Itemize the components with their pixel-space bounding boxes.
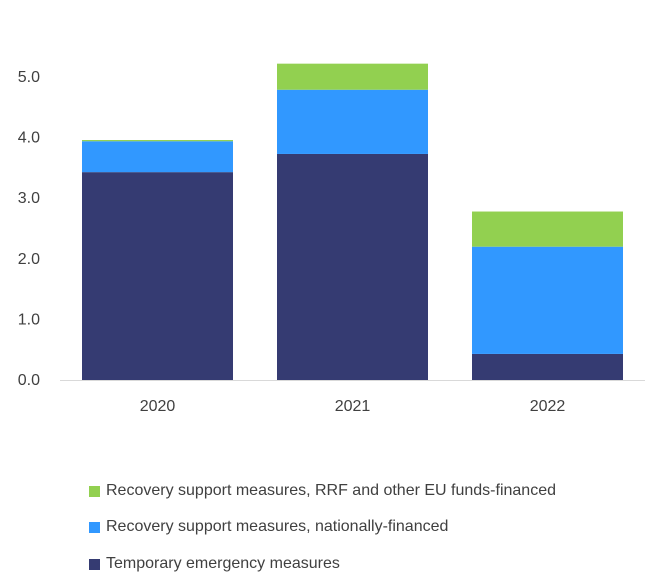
y-tick-label: 3.0: [18, 190, 40, 207]
bar-segment: [472, 211, 623, 247]
bar-segment: [472, 353, 623, 380]
y-tick-label: 5.0: [18, 69, 40, 86]
legend-item-rrf: Recovery support measures, RRF and other…: [89, 482, 556, 500]
bar-segment: [82, 172, 233, 380]
legend-swatch: [89, 521, 100, 533]
y-tick-label: 0.0: [18, 372, 40, 389]
plot-area: 0.0 1.0 2.0 3.0 4.0 5.0 2020 2021 2022: [18, 63, 645, 415]
legend-item-emergency: Temporary emergency measures: [89, 555, 340, 573]
bar-segment: [277, 89, 428, 154]
legend-swatch: [89, 485, 100, 497]
legend-label: Recovery support measures, nationally-fi…: [106, 518, 449, 535]
x-tick-label: 2022: [530, 398, 566, 415]
bar-segment: [472, 246, 623, 354]
y-tick-label: 1.0: [18, 311, 40, 328]
y-tick-label: 2.0: [18, 251, 40, 268]
bar-segment: [82, 141, 233, 173]
legend-item-national: Recovery support measures, nationally-fi…: [89, 518, 448, 536]
x-tick-label: 2020: [140, 398, 176, 415]
x-tick-label: 2021: [335, 398, 371, 415]
bar-segment: [277, 63, 428, 90]
bar-segment: [82, 140, 233, 142]
legend-label: Temporary emergency measures: [106, 555, 340, 572]
y-tick-label: 4.0: [18, 130, 40, 147]
legend-swatch: [89, 558, 100, 570]
bar-segment: [277, 153, 428, 380]
legend-label: Recovery support measures, RRF and other…: [106, 482, 556, 499]
